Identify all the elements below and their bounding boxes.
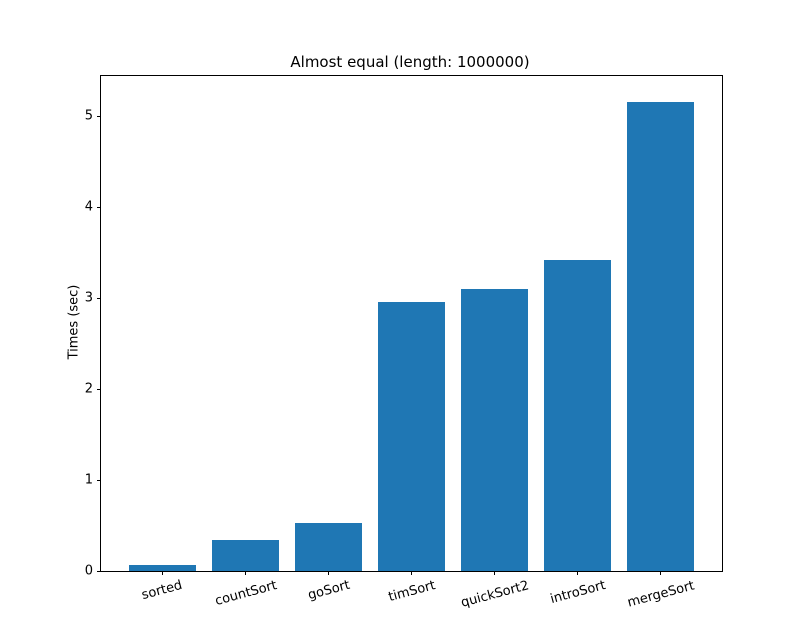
x-tick-mark: [245, 571, 246, 575]
x-tick-label-quickSort2: quickSort2: [458, 578, 531, 611]
y-axis-label: Times (sec): [66, 284, 82, 360]
chart-title: Almost equal (length: 1000000): [290, 53, 530, 71]
y-tick-label: 0: [84, 563, 93, 579]
x-tick-label-introSort: introSort: [548, 578, 607, 608]
y-tick-label: 3: [84, 290, 93, 306]
x-tick-mark: [161, 571, 163, 575]
x-tick-mark: [328, 571, 329, 575]
x-tick-label-goSort: goSort: [305, 578, 352, 604]
y-tick-label: 1: [84, 472, 93, 488]
bar-timSort: [378, 301, 445, 571]
x-tick-mark: [494, 571, 495, 575]
plot-area: 0 1 2 3 4 5 sorted countSort goSort timSort quickS…: [85, 75, 723, 611]
y-tick-mark: [97, 388, 101, 390]
bar-quickSort2: [461, 288, 528, 571]
y-tick-mark: [97, 297, 101, 299]
bar-mergeSort: [627, 102, 694, 571]
x-tick-mark: [411, 571, 412, 575]
x-tick-label-mergeSort: mergeSort: [625, 578, 696, 611]
bar-sorted: [129, 564, 196, 571]
x-tick-mark: [577, 571, 578, 575]
y-tick-mark: [97, 479, 101, 481]
bar-countSort: [212, 540, 279, 571]
y-tick-label: 4: [84, 199, 93, 215]
bar-introSort: [544, 259, 611, 571]
x-tick-mark: [660, 571, 662, 575]
y-tick-mark: [97, 206, 101, 208]
y-tick-mark: [97, 115, 101, 117]
y-tick-label: 2: [84, 381, 93, 397]
x-tick-label-timSort: timSort: [386, 578, 437, 605]
y-tick-mark: [97, 570, 101, 572]
x-tick-label-countSort: countSort: [212, 577, 279, 609]
x-tick-label-sorted: sorted: [140, 577, 185, 604]
y-tick-label: 5: [84, 108, 93, 124]
bar-goSort: [295, 522, 362, 571]
